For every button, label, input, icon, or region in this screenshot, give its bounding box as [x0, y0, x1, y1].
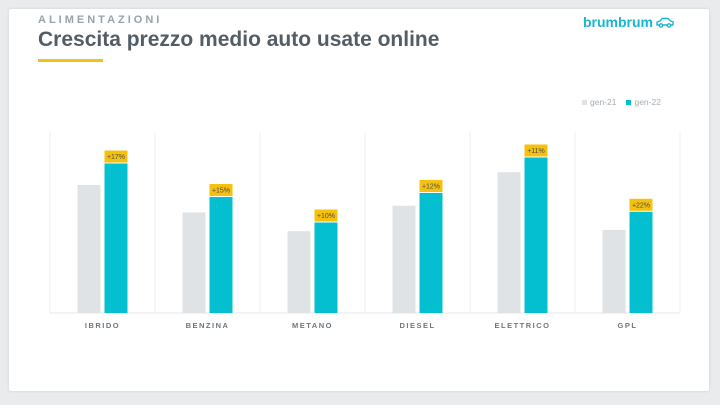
bar-gen-22 — [104, 163, 128, 313]
legend-swatch-2022 — [626, 99, 632, 105]
page-title: Crescita prezzo medio auto usate online — [38, 28, 440, 51]
bar-gen-22 — [419, 193, 443, 313]
bar-gen-21 — [287, 231, 311, 313]
bar-gen-22 — [629, 211, 653, 313]
growth-label: +11% — [527, 148, 545, 155]
growth-label-bg — [419, 180, 443, 193]
growth-label-bg — [104, 150, 128, 163]
x-tick-label: METANO — [292, 321, 333, 330]
growth-label: +22% — [632, 202, 650, 209]
car-icon — [656, 17, 674, 28]
chart-legend: gen-21 gen-22 — [582, 97, 661, 107]
legend-label-2022: gen-22 — [634, 97, 661, 107]
growth-label-bg — [209, 184, 233, 197]
growth-label: +12% — [422, 184, 440, 191]
growth-label-bg — [629, 198, 653, 211]
legend-item-2021: gen-21 — [582, 97, 616, 107]
legend-swatch-2021 — [582, 99, 587, 105]
x-tick-label: DIESEL — [399, 321, 435, 330]
bar-gen-21 — [77, 184, 101, 313]
bar-gen-21 — [182, 212, 206, 313]
title-underline — [38, 59, 103, 62]
x-tick-label: BENZINA — [186, 321, 230, 330]
growth-label: +15% — [212, 188, 230, 195]
bar-gen-22 — [524, 157, 548, 313]
bar-gen-21 — [392, 205, 416, 313]
bar-gen-22 — [209, 197, 233, 313]
growth-label-bg — [524, 144, 548, 157]
brand-logo: brumbrum — [583, 14, 674, 30]
legend-label-2021: gen-21 — [590, 97, 617, 107]
bar-gen-21 — [602, 229, 626, 313]
brand-name: brumbrum — [583, 14, 653, 30]
growth-label-bg — [314, 209, 338, 222]
legend-item-2022: gen-22 — [626, 97, 661, 107]
x-tick-label: ELETTRICO — [495, 321, 551, 330]
x-tick-label: IBRIDO — [85, 321, 120, 330]
bar-gen-22 — [314, 222, 338, 313]
section-kicker: ALIMENTAZIONI — [38, 14, 163, 26]
growth-label: +17% — [107, 154, 125, 161]
growth-label: +10% — [317, 213, 335, 220]
x-tick-label: GPL — [618, 321, 638, 330]
bar-gen-21 — [497, 172, 521, 313]
